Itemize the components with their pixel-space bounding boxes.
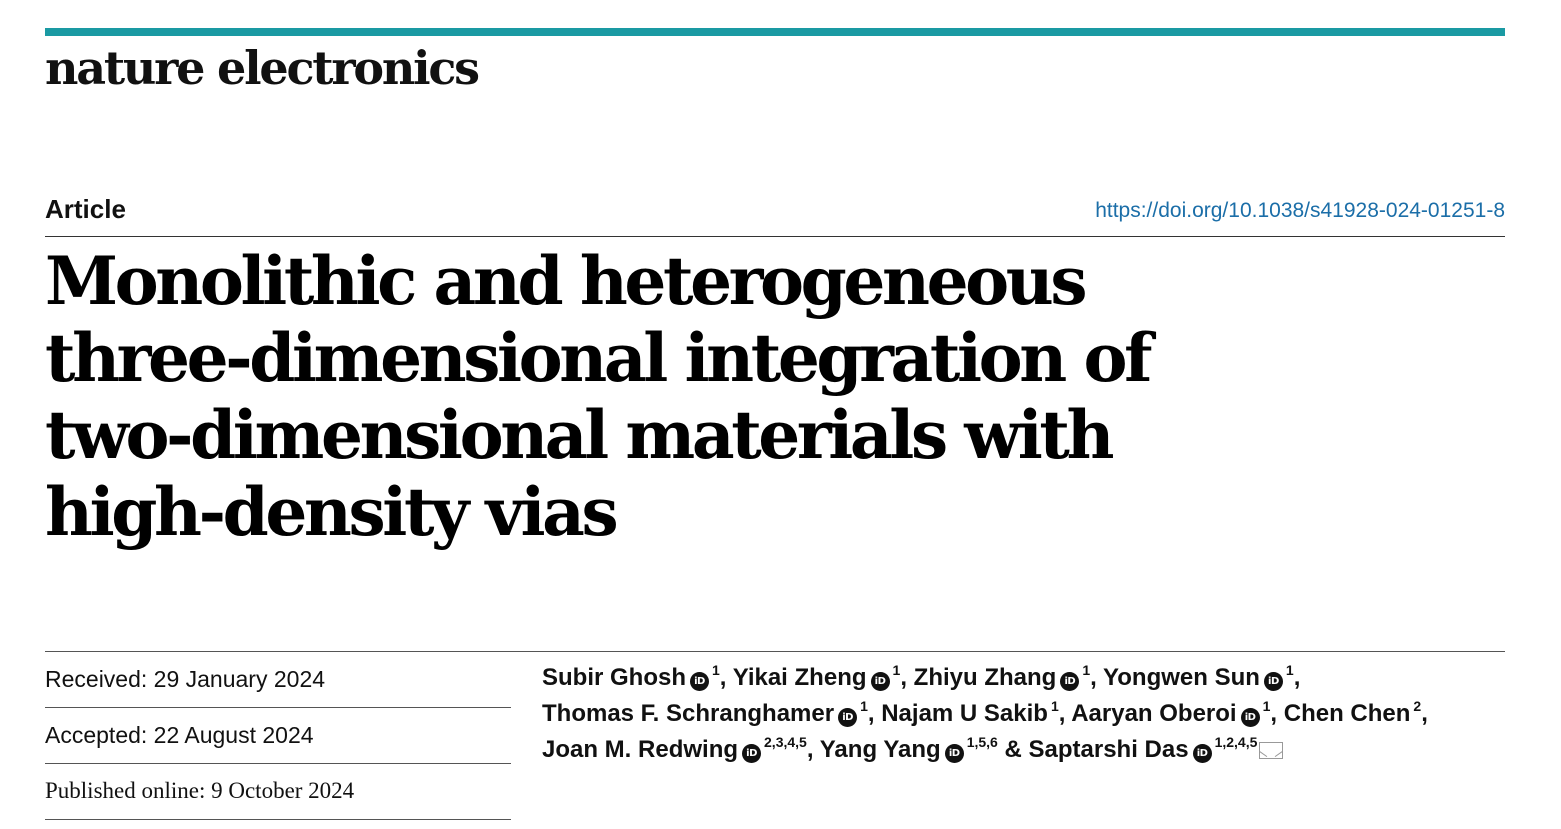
affiliation[interactable]: 1: [860, 698, 868, 714]
affiliation[interactable]: 1: [712, 662, 720, 678]
author-8: Joan M. Redwing iD2,3,4,5: [542, 734, 807, 763]
journal-name[interactable]: nature electronics: [45, 41, 480, 95]
author-7: Chen Chen 2: [1283, 698, 1422, 727]
affiliation[interactable]: 1: [1262, 698, 1271, 714]
orcid-icon[interactable]: iD: [690, 672, 709, 691]
title-line: high-density vias: [45, 473, 619, 551]
orcid-icon[interactable]: iD: [1060, 672, 1080, 691]
published-date-row: Published online: 9 October 2024: [45, 764, 511, 820]
orcid-icon[interactable]: iD: [838, 708, 858, 727]
affiliation[interactable]: 1: [1082, 662, 1091, 678]
journal-accent-bar: [45, 28, 1505, 36]
article-title: Monolithic and heterogeneous three-dimen…: [45, 243, 1195, 551]
article-type: Article: [45, 194, 126, 224]
orcid-icon[interactable]: iD: [1263, 672, 1283, 691]
accepted-date-row: Accepted: 22 August 2024: [45, 708, 511, 764]
author-10: Saptarshi Das iD1,2,4,5: [1028, 734, 1284, 763]
affiliation[interactable]: 2,3,4,5: [764, 734, 807, 750]
author-0: Subir Ghosh iD1: [542, 662, 720, 691]
author-4: Thomas F. Schranghamer iD1: [542, 698, 868, 727]
author-1: Yikai Zheng iD1: [732, 662, 901, 691]
author-name[interactable]: Yongwen Sun: [1103, 664, 1260, 691]
author-9: Yang Yang iD1,5,6: [819, 734, 998, 763]
author-name[interactable]: Yang Yang: [819, 736, 941, 763]
received-date-row: Received: 29 January 2024: [45, 652, 511, 708]
published-date: Published online: 9 October 2024: [45, 778, 355, 803]
title-line: two-dimensional materials with: [45, 396, 1114, 474]
author-name[interactable]: Najam U Sakib: [881, 700, 1048, 727]
author-name[interactable]: Zhiyu Zhang: [913, 664, 1057, 691]
author-6: Aaryan Oberoi iD1: [1071, 698, 1271, 727]
orcid-icon[interactable]: iD: [742, 744, 762, 763]
author-name[interactable]: Subir Ghosh: [542, 664, 686, 691]
mail-icon[interactable]: [1259, 742, 1284, 759]
author-2: Zhiyu Zhang iD1: [913, 662, 1091, 691]
orcid-icon[interactable]: iD: [944, 744, 964, 763]
affiliation[interactable]: 2: [1413, 698, 1422, 714]
publication-dates: Received: 29 January 2024 Accepted: 22 A…: [45, 652, 511, 820]
orcid-icon[interactable]: iD: [1240, 708, 1260, 727]
author-line: Subir Ghosh iD1, Yikai Zheng iD1, Zhiyu Zh…: [542, 662, 1301, 691]
author-line: Thomas F. Schranghamer iD1, Najam U Sakib…: [542, 698, 1428, 727]
author-name[interactable]: Thomas F. Schranghamer: [542, 700, 835, 727]
orcid-icon[interactable]: iD: [870, 672, 890, 691]
received-date: Received: 29 January 2024: [45, 666, 326, 692]
meta-divider: [45, 651, 1505, 652]
header-divider: [45, 236, 1505, 237]
author-3: Yongwen Sun iD1: [1103, 662, 1294, 691]
doi-link[interactable]: https://doi.org/10.1038/s41928-024-01251…: [1095, 199, 1505, 222]
title-line: Monolithic and heterogeneous: [45, 242, 1088, 320]
author-name[interactable]: Chen Chen: [1283, 700, 1411, 727]
affiliation[interactable]: 1: [1050, 698, 1059, 714]
affiliation[interactable]: 1,2,4,5: [1214, 734, 1258, 750]
author-name[interactable]: Saptarshi Das: [1028, 736, 1189, 763]
author-name[interactable]: Yikai Zheng: [732, 664, 867, 691]
author-name[interactable]: Joan M. Redwing: [542, 736, 739, 763]
orcid-icon[interactable]: iD: [1192, 744, 1212, 763]
affiliation[interactable]: 1: [1285, 662, 1294, 678]
author-line: Joan M. Redwing iD2,3,4,5, Yang Yang iD1,5…: [542, 732, 1502, 768]
author-5: Najam U Sakib 1: [881, 698, 1059, 727]
accepted-date: Accepted: 22 August 2024: [45, 722, 314, 748]
title-line: three-dimensional integration of: [45, 319, 1152, 397]
affiliation[interactable]: 1,5,6: [966, 734, 998, 750]
author-list: Subir Ghosh iD1, Yikai Zheng iD1, Zhiyu Zh…: [542, 660, 1502, 768]
affiliation[interactable]: 1: [892, 662, 901, 678]
author-name[interactable]: Aaryan Oberoi: [1071, 700, 1237, 727]
